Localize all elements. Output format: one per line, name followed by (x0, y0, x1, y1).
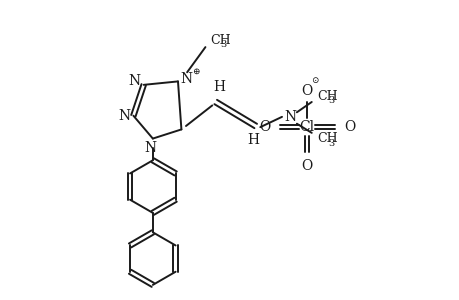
Text: Cl: Cl (299, 120, 314, 134)
Text: O: O (301, 84, 312, 98)
Text: N: N (283, 110, 296, 124)
Text: CH: CH (210, 34, 230, 47)
Text: O: O (259, 120, 270, 134)
Text: 3: 3 (220, 40, 226, 49)
Text: H: H (213, 80, 224, 94)
Text: CH: CH (317, 132, 337, 145)
Text: N: N (144, 141, 156, 155)
Text: ⊕: ⊕ (192, 67, 200, 76)
Text: O: O (343, 120, 354, 134)
Text: N: N (118, 109, 130, 123)
Text: N: N (128, 74, 140, 88)
Text: N: N (179, 72, 192, 86)
Text: ⊙: ⊙ (311, 76, 318, 85)
Text: CH: CH (317, 90, 337, 103)
Text: O: O (301, 159, 312, 173)
Text: 3: 3 (327, 96, 334, 105)
Text: 3: 3 (327, 139, 334, 148)
Text: H: H (247, 133, 259, 147)
